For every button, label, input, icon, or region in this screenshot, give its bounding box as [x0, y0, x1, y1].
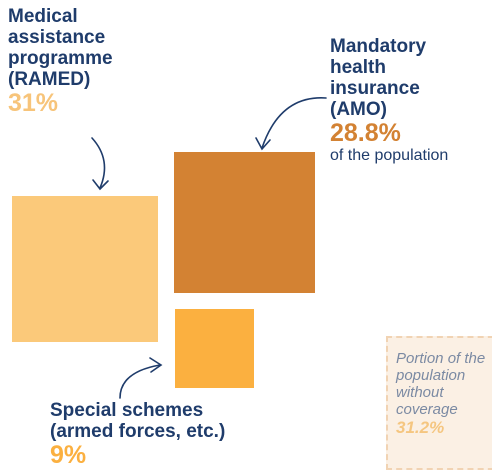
note-text: Portion of the population without covera…: [396, 350, 486, 418]
arrow: [261, 97, 327, 149]
category-label: Mandatory health insurance (AMO): [330, 36, 427, 120]
arrow: [119, 364, 161, 399]
arrow-head: [255, 137, 271, 151]
unit-note: of the population: [330, 147, 449, 164]
note-box: Portion of the population without covera…: [386, 336, 492, 470]
note-value: 31.2%: [396, 418, 445, 437]
arrow-head: [149, 357, 163, 373]
category-label: Medical assistance programme (RAMED): [8, 6, 113, 90]
square: [174, 152, 315, 293]
value-label: 28.8%: [330, 119, 401, 147]
value-label: 31%: [8, 89, 59, 117]
category-label: Special schemes (armed forces, etc.): [50, 400, 226, 442]
arrow: [91, 137, 106, 189]
square: [175, 309, 254, 388]
value-label: 9%: [50, 441, 87, 469]
square: [12, 196, 158, 342]
label-group: Mandatory health insurance (AMO) 28.8% of …: [330, 36, 470, 166]
arrow-head: [92, 179, 109, 191]
label-group: Special schemes (armed forces, etc.) 9%: [50, 400, 250, 468]
label-group: Medical assistance programme (RAMED) 31%: [8, 6, 138, 116]
